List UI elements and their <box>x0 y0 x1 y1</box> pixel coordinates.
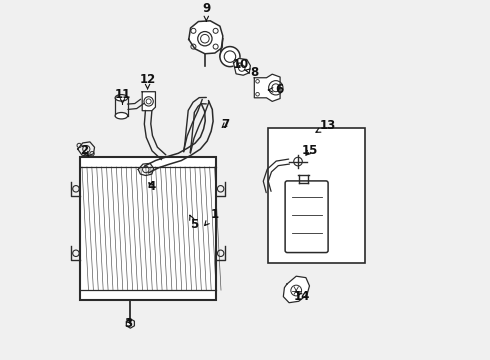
Polygon shape <box>142 92 155 111</box>
Text: 15: 15 <box>302 144 318 157</box>
Polygon shape <box>283 276 310 303</box>
Text: 3: 3 <box>124 317 133 330</box>
Polygon shape <box>189 21 223 54</box>
Text: 11: 11 <box>114 89 131 104</box>
Text: 13: 13 <box>316 119 336 132</box>
Text: 6: 6 <box>269 84 283 96</box>
Text: 8: 8 <box>245 66 258 78</box>
Text: 2: 2 <box>80 144 89 157</box>
Polygon shape <box>254 74 280 102</box>
Text: 7: 7 <box>221 118 229 131</box>
Ellipse shape <box>115 112 128 119</box>
Circle shape <box>220 46 240 67</box>
Text: 5: 5 <box>190 215 198 231</box>
Ellipse shape <box>115 95 128 101</box>
Bar <box>80 157 217 300</box>
Text: 10: 10 <box>233 58 249 71</box>
FancyBboxPatch shape <box>285 181 328 253</box>
Bar <box>269 128 365 262</box>
Polygon shape <box>234 58 250 75</box>
Text: 12: 12 <box>140 73 156 89</box>
Text: 9: 9 <box>202 3 210 21</box>
Text: 1: 1 <box>205 208 219 225</box>
Text: 14: 14 <box>294 290 310 303</box>
Text: 4: 4 <box>148 180 156 193</box>
Circle shape <box>198 32 212 46</box>
